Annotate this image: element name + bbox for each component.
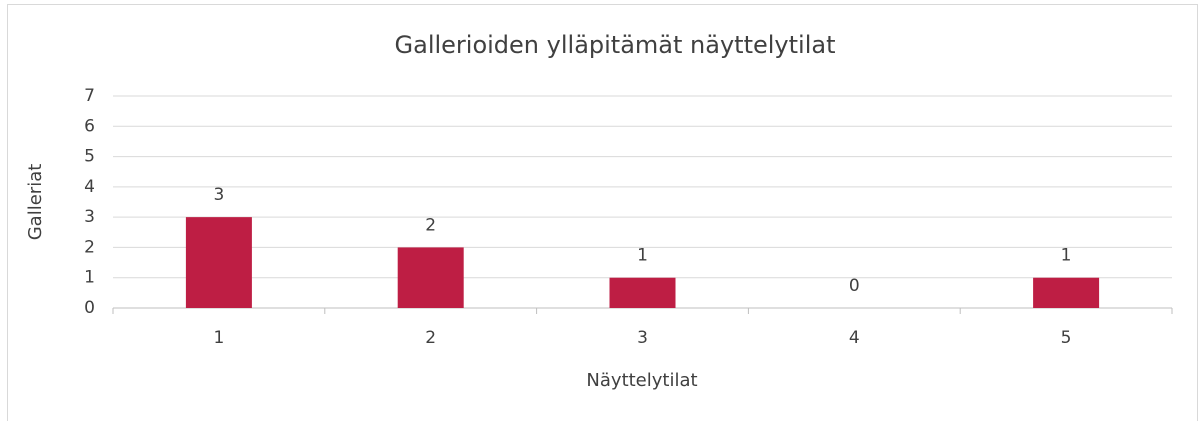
bar	[397, 247, 464, 308]
bar	[609, 277, 676, 308]
data-label: 0	[849, 276, 860, 296]
y-axis-label: Galleriat	[25, 164, 46, 241]
y-tick-label: 7	[84, 86, 95, 106]
x-tick-label: 1	[213, 328, 224, 348]
y-tick-label: 6	[84, 116, 95, 136]
chart-title: Gallerioiden ylläpitämät näyttelytilat	[395, 31, 836, 59]
bar	[1033, 277, 1100, 308]
x-tick-label: 3	[637, 328, 648, 348]
bar	[185, 217, 252, 308]
data-label: 1	[637, 246, 648, 266]
y-tick-label: 3	[84, 207, 95, 227]
y-tick-label: 5	[84, 147, 95, 167]
data-label: 1	[1061, 246, 1072, 266]
y-tick-label: 1	[84, 268, 95, 288]
y-tick-label: 4	[84, 177, 95, 197]
data-label: 3	[213, 185, 224, 205]
y-tick-label: 2	[84, 237, 95, 257]
data-label: 2	[425, 215, 436, 235]
y-tick-label: 0	[84, 298, 95, 318]
chart-frame	[7, 4, 1198, 421]
x-tick-label: 4	[849, 328, 860, 348]
x-tick-label: 2	[425, 328, 436, 348]
x-tick-label: 5	[1061, 328, 1072, 348]
x-axis-label: Näyttelytilat	[586, 370, 697, 391]
